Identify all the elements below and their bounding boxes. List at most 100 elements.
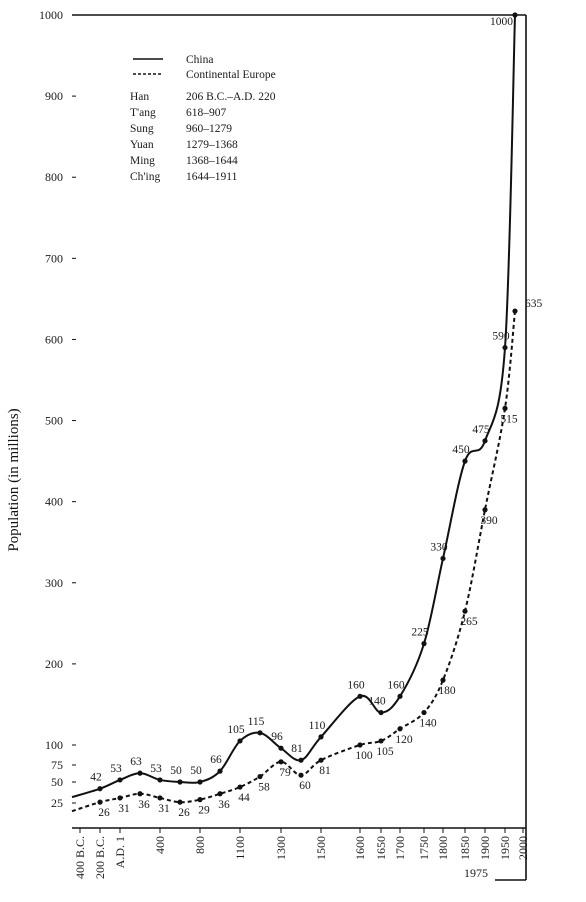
europe-point (318, 758, 323, 763)
europe-point (357, 742, 362, 747)
china-point (217, 769, 222, 774)
x-tick-label: 400 (153, 836, 167, 854)
x-tick-label: 1600 (353, 836, 367, 860)
china-point (318, 734, 323, 739)
x-tick-label: 2000 (516, 836, 530, 860)
x-tick-label: 1500 (314, 836, 328, 860)
x-tick-label: 1850 (458, 836, 472, 860)
europe-data-label: 105 (376, 746, 394, 758)
china-data-label: 42 (90, 772, 102, 784)
europe-data-label: 81 (319, 765, 331, 777)
china-data-label: 160 (387, 679, 405, 691)
china-point (482, 438, 487, 443)
europe-point (257, 774, 262, 779)
china-point (197, 779, 202, 784)
y-tick-label: 500 (45, 414, 63, 428)
europe-data-label: 31 (158, 803, 170, 815)
y-tick-label: 600 (45, 332, 63, 346)
china-data-label: 330 (430, 541, 448, 553)
y-axis-label: Population (in millions) (6, 408, 22, 551)
europe-data-label: 635 (525, 298, 543, 310)
legend-dynasty-years: 960–1279 (186, 123, 232, 135)
x-tick-label: 1750 (417, 836, 431, 860)
china-point (440, 556, 445, 561)
x-tick-label: 400 B.C. (73, 836, 87, 879)
china-data-label: 140 (368, 696, 386, 708)
legend-series-label: Continental Europe (186, 69, 276, 81)
europe-point (197, 797, 202, 802)
europe-point (512, 308, 517, 313)
x-tick-label: 1650 (374, 836, 388, 860)
legend-dynasty-years: 1644–1911 (186, 171, 238, 183)
europe-data-label: 36 (218, 799, 230, 811)
china-data-label: 96 (271, 731, 283, 743)
china-data-label: 50 (190, 765, 202, 777)
china-data-label: 53 (110, 763, 122, 775)
y-tick-label: 400 (45, 495, 63, 509)
china-data-label: 53 (150, 763, 162, 775)
europe-data-label: 180 (438, 685, 456, 697)
china-point (117, 777, 122, 782)
x-tick-label: 200 B.C. (93, 836, 107, 879)
legend-dynasty-years: 618–907 (186, 107, 227, 119)
europe-data-label: 31 (118, 803, 130, 815)
china-point (278, 746, 283, 751)
x-tick-label: 1900 (478, 836, 492, 860)
x-tick-label: 1700 (393, 836, 407, 860)
europe-data-label: 26 (178, 807, 190, 819)
china-point (177, 779, 182, 784)
china-data-label: 81 (291, 743, 303, 755)
europe-data-label: 29 (198, 805, 210, 817)
europe-data-label: 58 (258, 782, 270, 794)
y-tick-label: 200 (45, 657, 63, 671)
china-point (97, 786, 102, 791)
china-point (421, 641, 426, 646)
china-point (512, 12, 517, 17)
europe-point (378, 738, 383, 743)
europe-point (177, 800, 182, 805)
x-axis-ticks: 400 B.C. 200 B.C. A.D. 1 400 800 1100 1300 1500… (73, 828, 530, 880)
y-tick-label: 300 (45, 576, 63, 590)
continental-europe-line (72, 311, 515, 811)
legend: China Continental Europe Han 206 B.C.–A.D. … (130, 54, 276, 183)
legend-dynasty-name: Ch'ing (130, 171, 160, 183)
china-data-label: 450 (452, 444, 470, 456)
x-extra-label: 1975 (464, 866, 488, 880)
legend-dynasty-years: 206 B.C.–A.D. 220 (186, 91, 276, 103)
europe-data-label: 79 (279, 767, 291, 779)
y-axis-ticks: 25 50 75 100 200 300 400 500 600 700 800 900 1000 (39, 8, 76, 810)
x-tick-label: 1300 (274, 836, 288, 860)
x-tick-label: 800 (193, 836, 207, 854)
china-data-label: 110 (309, 720, 326, 732)
china-data-label: 1000 (490, 16, 513, 28)
europe-data-label: 44 (238, 792, 250, 804)
europe-point (97, 800, 102, 805)
europe-point (157, 795, 162, 800)
europe-data-label: 120 (395, 734, 413, 746)
legend-dynasty-name: T'ang (130, 107, 156, 119)
y-tick-label: 75 (51, 758, 63, 772)
china-data-label: 66 (210, 754, 222, 766)
europe-point (462, 609, 467, 614)
europe-point (298, 773, 303, 778)
legend-dynasty-years: 1279–1368 (186, 139, 238, 151)
europe-data-label: 515 (500, 413, 518, 425)
china-point (397, 694, 402, 699)
y-tick-label: 25 (51, 796, 63, 810)
x-tick-label: 1800 (436, 836, 450, 860)
y-tick-label: 1000 (39, 8, 63, 22)
china-point (298, 758, 303, 763)
legend-dynasty-name: Ming (130, 155, 155, 167)
europe-point (502, 406, 507, 411)
europe-point (217, 791, 222, 796)
x-tick-label: 1100 (233, 836, 247, 860)
china-point (378, 710, 383, 715)
europe-point (237, 784, 242, 789)
china-data-label: 225 (411, 627, 429, 639)
europe-data-label: 26 (98, 807, 110, 819)
europe-data-label: 100 (355, 750, 373, 762)
china-point (237, 738, 242, 743)
china-data-label: 590 (492, 331, 510, 343)
